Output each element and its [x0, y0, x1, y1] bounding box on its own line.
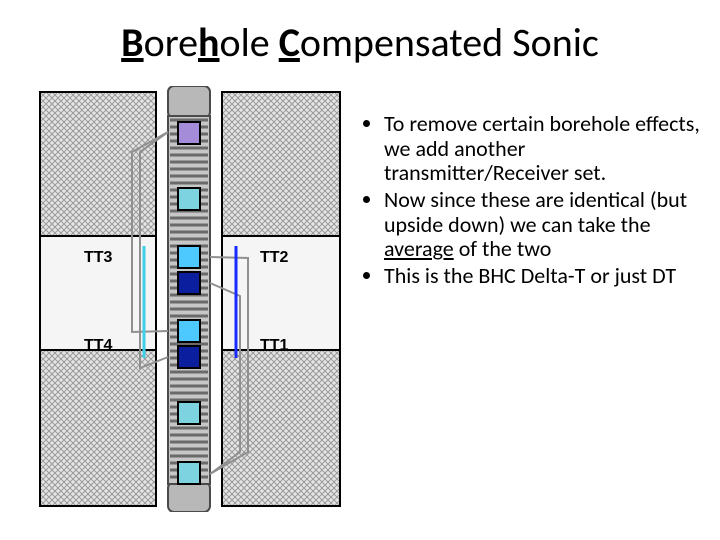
- slide-title: Borehole Compensated Sonic: [0, 18, 720, 67]
- transducer-rx3: [178, 272, 200, 294]
- transducer-rx2: [178, 246, 200, 268]
- transducer-tx_bot: [178, 462, 200, 484]
- bullet-list: To remove certain borehole effects, we a…: [360, 112, 706, 290]
- label-tt1: TT1: [260, 337, 289, 354]
- rock-block: [40, 350, 156, 506]
- rock-block: [40, 92, 156, 236]
- transducer-rx4: [178, 320, 200, 342]
- bullet-item: To remove certain borehole effects, we a…: [384, 112, 706, 186]
- bullet-item: This is the BHC Delta-T or just DT: [384, 264, 706, 289]
- label-tt3: TT3: [84, 249, 113, 266]
- tool-body-top: [168, 86, 210, 118]
- transducer-rx1: [178, 188, 200, 210]
- bullet-item: Now since these are identical (but upsid…: [384, 188, 706, 262]
- label-tt4: TT4: [84, 337, 113, 354]
- rock-block: [222, 92, 340, 236]
- label-tt2: TT2: [260, 249, 289, 266]
- transducer-tx_top: [178, 122, 200, 144]
- bhc-diagram: TT2 TT1 TT3 TT4: [28, 86, 350, 512]
- transducer-rx5: [178, 346, 200, 368]
- tool-body-bottom: [168, 482, 210, 512]
- transducer-rx6: [178, 402, 200, 424]
